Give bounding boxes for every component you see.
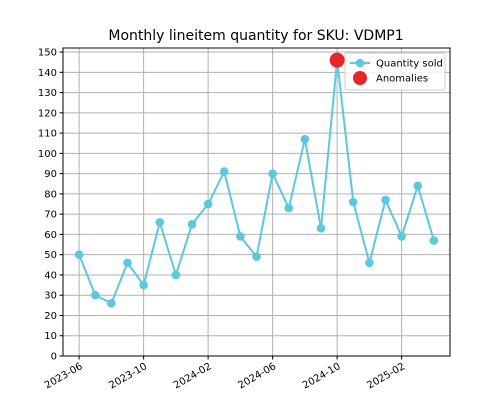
data-point — [284, 203, 294, 213]
legend-label-quantity-sold: Quantity sold — [376, 59, 443, 70]
y-tick-label: 130 — [38, 88, 57, 99]
data-point — [413, 181, 423, 191]
y-tick-label: 110 — [38, 129, 57, 140]
series-line — [78, 60, 435, 305]
data-point — [236, 232, 245, 241]
data-point — [348, 197, 358, 207]
legend-anomaly-swatch — [353, 71, 367, 85]
x-tick-label: 2024-02 — [172, 361, 214, 391]
data-point — [429, 236, 439, 245]
legend-marker-swatch — [355, 58, 365, 68]
y-tick-label: 30 — [44, 291, 57, 302]
y-tick-label: 90 — [44, 169, 57, 180]
y-tick-label: 60 — [44, 230, 57, 241]
data-point — [252, 252, 261, 262]
anomaly-layer — [329, 52, 345, 68]
x-axis: 2023-06 2023-10 2024-02 2024-06 2024-10 2025-… — [43, 356, 407, 391]
y-tick-label: 70 — [44, 210, 57, 221]
y-tick-label: 50 — [44, 250, 57, 261]
series-layer — [74, 55, 439, 308]
plot-frame — [62, 47, 451, 357]
data-point — [90, 290, 100, 300]
x-tick-label: 2023-06 — [43, 361, 85, 391]
data-point — [139, 280, 148, 290]
y-axis: 0 10 20 30 40 50 60 70 80 90 100 110 120 130 140 150 — [38, 48, 63, 363]
data-point — [381, 195, 390, 205]
data-point — [300, 134, 310, 144]
x-tick-label: 2023-10 — [107, 361, 149, 391]
data-point — [397, 232, 406, 241]
grid-lines — [63, 48, 450, 357]
data-point — [107, 299, 116, 308]
data-point — [171, 270, 181, 280]
data-point — [74, 250, 84, 259]
anomaly-point — [329, 52, 345, 68]
data-point — [316, 224, 326, 233]
y-tick-label: 100 — [38, 149, 57, 160]
data-point — [365, 258, 374, 268]
y-tick-label: 80 — [44, 189, 57, 200]
y-tick-label: 140 — [38, 68, 57, 79]
data-point — [268, 169, 277, 178]
y-tick-label: 20 — [44, 311, 57, 322]
y-tick-label: 10 — [44, 331, 57, 342]
y-tick-label: 120 — [38, 108, 57, 119]
data-point — [155, 217, 165, 227]
x-tick-label: 2025-02 — [365, 361, 407, 391]
data-point — [219, 167, 229, 176]
y-tick-label: 150 — [38, 48, 57, 59]
chart-title: Monthly lineitem quantity for SKU: VDMP1 — [108, 28, 403, 44]
y-tick-label: 40 — [44, 270, 57, 281]
x-tick-label: 2024-06 — [236, 361, 278, 391]
data-point — [203, 199, 213, 209]
data-point — [187, 219, 197, 229]
legend: Quantity sold Anomalies — [344, 52, 446, 91]
y-tick-label: 0 — [51, 352, 57, 363]
legend-label-anomalies: Anomalies — [376, 74, 428, 85]
x-tick-label: 2024-10 — [301, 361, 343, 391]
data-point — [123, 258, 132, 268]
